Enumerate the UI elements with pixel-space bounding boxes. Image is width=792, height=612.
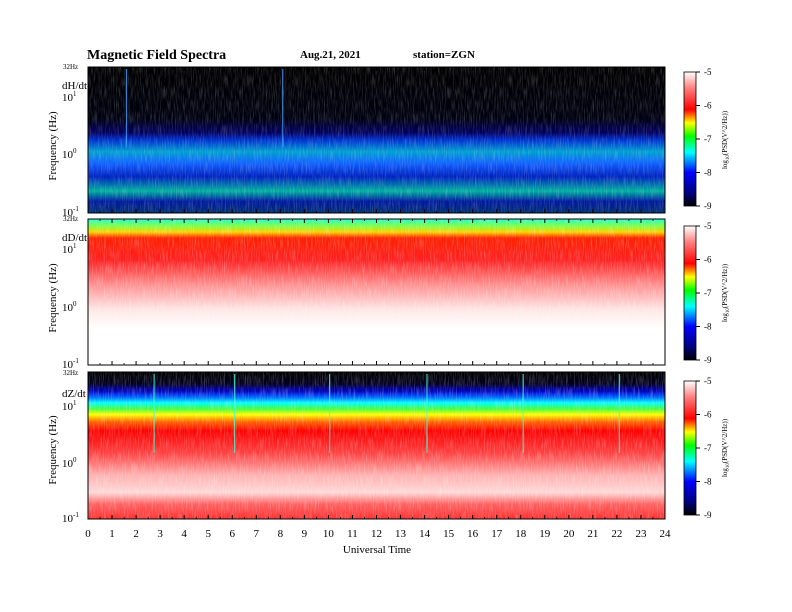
spectrogram-texture [88,219,665,365]
x-tick-label: 9 [302,528,308,540]
x-tick-label: 17 [491,528,503,540]
y-tick-label: 10-1 [62,357,79,371]
colorbar-tick-label: -9 [704,201,712,211]
colorbar-tick-label: -7 [704,134,712,144]
panel-label-dd: dD/dt [62,232,87,244]
y-axis-label-dz: Frequency (Hz) [47,415,59,485]
colorbar-tick-label: -8 [704,477,712,487]
y-axis-label-dd: Frequency (Hz) [47,263,59,333]
colorbar-tick-label: -6 [704,255,712,265]
x-tick-label: 5 [205,528,211,540]
figure-title: Magnetic Field Spectra [87,48,226,63]
colorbar-tick-label: -7 [704,288,712,298]
colorbar-ticks-dz: -5 -6 -7 -8 -9 [696,376,712,520]
colorbar-tick-label: -6 [704,410,712,420]
x-tick-label: 1 [109,528,115,540]
x-tick-label: 22 [611,528,622,540]
top-frequency-label: 32Hz [63,215,78,223]
x-tick-label: 18 [515,528,527,540]
x-tick-labels: 0 1 2 3 4 5 6 7 8 9 10 11 12 13 14 15 16 17 18 19 20 21 22 23 24 [85,528,671,540]
x-tick-label: 19 [539,528,551,540]
x-tick-label: 2 [133,528,139,540]
colorbar-label-dz: log10(PSD(V^2/Hz)) [721,418,731,477]
colorbar-tick-label: -5 [704,67,712,77]
colorbar-ticks-dh: -5 -6 -7 -8 -9 [696,67,712,211]
x-tick-label: 14 [419,528,431,540]
colorbar-label-dd: log10(PSD(V^2/Hz)) [721,263,731,322]
x-tick-label: 20 [563,528,575,540]
y-tick-label: 101 [62,399,77,413]
colorbar-dz [683,380,697,516]
y-tick-label: 100 [62,456,77,470]
colorbar-tick-label: -5 [704,221,712,231]
colorbar-ticks-dd: -5 -6 -7 -8 -9 [696,221,712,365]
x-tick-label: 0 [85,528,91,540]
colorbar-tick-label: -9 [704,510,712,520]
panel-dd: 32Hz dD/dt 101 100 10-1 Frequency (Hz) -… [47,215,731,371]
y-tick-label: 101 [62,242,77,256]
x-axis-label: Universal Time [343,544,411,556]
panel-dz: 32Hz dZ/dt 101 100 10-1 Frequency (Hz) -… [47,369,731,556]
top-frequency-label: 32Hz [63,63,78,71]
x-tick-label: 16 [467,528,479,540]
y-axis-label-dh: Frequency (Hz) [47,111,59,181]
x-tick-label: 7 [254,528,260,540]
y-tick-label: 100 [62,147,77,161]
x-tick-label: 4 [181,528,187,540]
x-tick-label: 3 [157,528,163,540]
top-frequency-label: 32Hz [63,369,78,377]
panel-label-dz: dZ/dt [62,388,86,400]
colorbar-tick-label: -8 [704,322,712,332]
x-tick-label: 21 [587,528,598,540]
spectrogram-texture [88,67,665,213]
colorbar-tick-label: -8 [704,168,712,178]
x-tick-label: 13 [395,528,407,540]
x-tick-label: 23 [635,528,647,540]
y-tick-label: 101 [62,90,77,104]
date-label: Aug.21, 2021 [300,49,361,61]
x-tick-label: 12 [371,528,382,540]
station-label: station=ZGN [413,49,475,61]
colorbar-tick-label: -5 [704,376,712,386]
x-tick-label: 6 [230,528,236,540]
colorbar-label-dh: log10(PSD(V^2/Hz)) [721,110,731,169]
colorbar-tick-label: -9 [704,355,712,365]
panel-dh: 32Hz dH/dt 101 100 10-1 Frequency (Hz) -… [47,63,731,219]
colorbar-dh [683,71,697,207]
panel-label-dh: dH/dt [62,80,87,92]
x-tick-label: 8 [278,528,284,540]
x-tick-label: 11 [347,528,358,540]
x-tick-label: 15 [443,528,455,540]
x-tick-label: 10 [323,528,335,540]
colorbar-dd [683,225,697,361]
colorbar-tick-label: -6 [704,101,712,111]
y-tick-label: 10-1 [62,511,79,525]
x-tick-label: 24 [660,528,672,540]
spectrogram-texture [88,372,665,519]
y-tick-label: 100 [62,300,77,314]
y-tick-label: 10-1 [62,205,79,219]
colorbar-tick-label: -7 [704,443,712,453]
